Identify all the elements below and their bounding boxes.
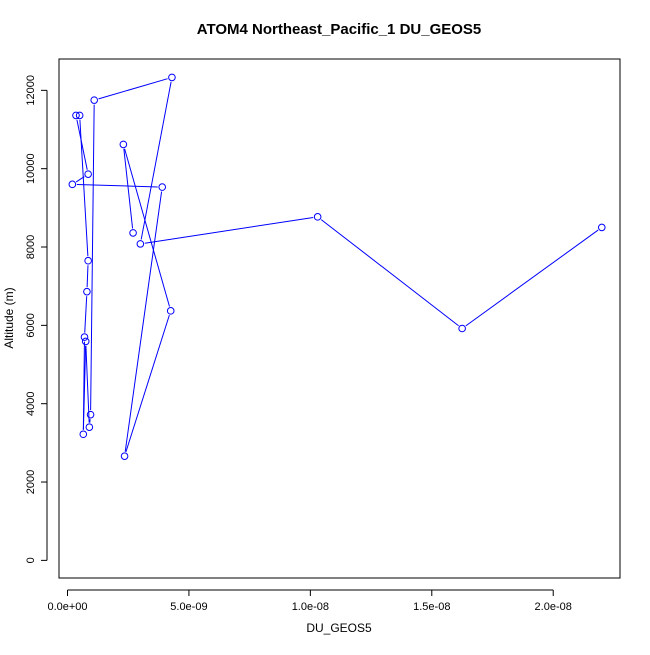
plot-frame <box>59 59 620 578</box>
y-tick-label: 12000 <box>25 75 37 106</box>
data-point <box>121 453 128 460</box>
x-tick-label: 0.0e+00 <box>47 601 87 613</box>
series-line-segment <box>145 218 313 244</box>
axes-layer: 0.0e+00 5.0e-09 1.0e-08 1.5e-08 2.0e-08 0 2000… <box>25 75 572 613</box>
data-point <box>167 308 174 315</box>
data-point <box>314 214 321 221</box>
y-tick-label: 8000 <box>25 235 37 259</box>
data-point <box>85 257 92 264</box>
series-line-segment <box>87 265 88 287</box>
series-layer <box>69 74 605 459</box>
x-tick-label: 1.0e-08 <box>292 601 329 613</box>
data-point <box>159 184 166 191</box>
data-point <box>120 141 127 148</box>
data-point <box>85 171 92 178</box>
data-point <box>81 334 88 341</box>
y-tick-label: 4000 <box>25 391 37 415</box>
data-point <box>459 325 466 332</box>
series-line-segment <box>85 296 87 332</box>
series-line-segment <box>126 315 169 452</box>
series-line-segment <box>466 230 598 326</box>
data-point <box>91 97 98 104</box>
y-axis-label: Altitude (m) <box>2 287 16 348</box>
x-axis-label: DU_GEOS5 <box>306 621 372 635</box>
data-point <box>169 74 176 81</box>
data-point <box>86 424 93 431</box>
series-line-segment <box>86 346 89 423</box>
series-line-segment <box>99 79 168 99</box>
data-point <box>87 411 94 418</box>
series-line-segment <box>83 342 84 430</box>
series-line-segment <box>141 82 171 240</box>
y-tick-label: 0 <box>25 557 37 563</box>
data-point <box>130 230 137 237</box>
x-tick-label: 2.0e-08 <box>535 601 572 613</box>
series-line-segment <box>321 220 458 326</box>
series-line-segment <box>91 105 95 411</box>
y-tick-label: 2000 <box>25 470 37 494</box>
series-line-segment <box>125 149 170 307</box>
data-point <box>82 338 89 345</box>
data-point <box>69 181 76 188</box>
x-tick-label: 1.5e-08 <box>413 601 450 613</box>
data-point <box>598 224 605 231</box>
y-tick-label: 6000 <box>25 313 37 337</box>
data-point <box>137 241 144 248</box>
y-tick-label: 10000 <box>25 153 37 184</box>
data-point <box>84 288 91 295</box>
series-line-segment <box>77 184 158 186</box>
chart-title: ATOM4 Northeast_Pacific_1 DU_GEOS5 <box>197 21 482 38</box>
x-tick-label: 5.0e-09 <box>170 601 207 613</box>
data-point <box>80 431 87 438</box>
